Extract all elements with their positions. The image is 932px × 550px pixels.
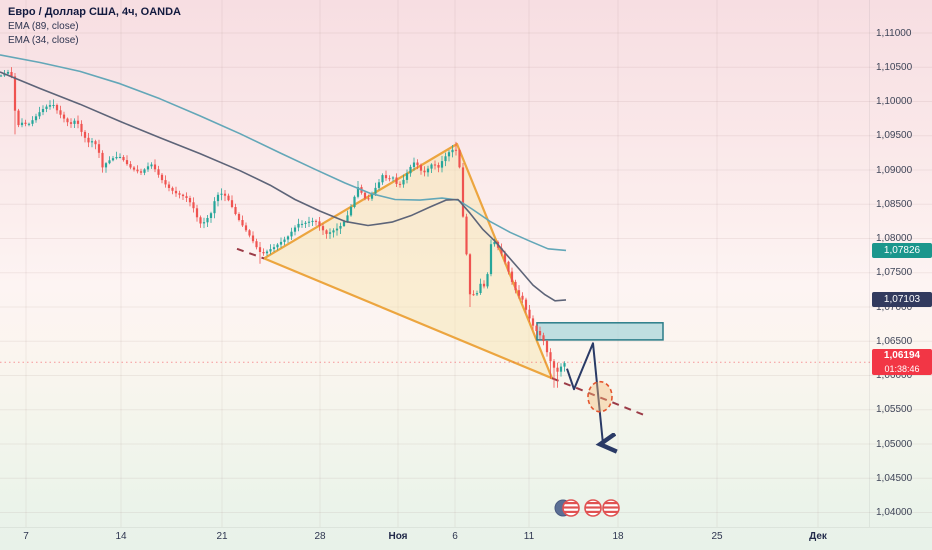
trendline-extension[interactable] xyxy=(236,247,265,260)
ema89-line[interactable] xyxy=(0,54,567,252)
projection-arrow[interactable] xyxy=(566,342,603,444)
usd-flag-event-icon[interactable] xyxy=(562,499,580,517)
price-axis-label: 1,10000 xyxy=(876,96,913,107)
last-price-value: 1,06194 xyxy=(883,350,921,362)
economic-events-row[interactable] xyxy=(549,497,625,526)
time-axis-label: 25 xyxy=(711,531,723,542)
price-axis-label: 1,11000 xyxy=(876,27,912,39)
time-axis-label: 11 xyxy=(523,531,535,542)
chart-canvas[interactable] xyxy=(0,0,932,527)
ema89-value-badge: 1,07826 xyxy=(872,242,932,258)
price-axis-label: 1,04000 xyxy=(876,507,913,518)
resistance-zone[interactable] xyxy=(536,322,664,341)
price-axis-label: 1,09500 xyxy=(876,130,913,142)
last-price-badge: 1,06194 01:38:46 xyxy=(872,349,932,376)
time-axis-separator xyxy=(0,527,932,528)
time-axis-label: 18 xyxy=(612,531,624,542)
ema34-value-badge: 1,07103 xyxy=(872,292,932,308)
time-axis-label: 21 xyxy=(216,531,228,542)
price-axis-label: 1,07500 xyxy=(876,267,913,279)
price-axis-label: 1,05500 xyxy=(876,404,913,416)
price-axis-label: 1,08500 xyxy=(876,198,913,210)
symbol-title[interactable]: Евро / Доллар США, 4ч, OANDA xyxy=(8,6,181,18)
price-axis-separator xyxy=(869,0,870,527)
indicator-ema34-label[interactable]: EMA (34, close) xyxy=(8,35,79,46)
price-axis-label: 1,10500 xyxy=(876,61,913,73)
retest-highlight-ellipse[interactable] xyxy=(587,380,613,413)
usd-flag-event-icon[interactable] xyxy=(584,499,602,517)
time-axis-label: 6 xyxy=(452,531,458,542)
time-axis-label: Ноя xyxy=(388,531,408,542)
price-axis-label: 1,06500 xyxy=(876,335,913,347)
candles[interactable] xyxy=(0,67,566,388)
price-axis-label: 1,05000 xyxy=(876,438,913,450)
indicator-ema89-label[interactable]: EMA (89, close) xyxy=(8,21,79,32)
price-axis-label: 1,04500 xyxy=(876,472,913,484)
price-axis-label: 1,09000 xyxy=(876,164,913,176)
time-axis-label: 28 xyxy=(314,531,326,542)
time-axis-label: 14 xyxy=(115,531,127,542)
candle-countdown: 01:38:46 xyxy=(884,364,920,375)
price-axis-label: 1,06000 xyxy=(876,370,913,381)
trendline-extension[interactable] xyxy=(551,377,649,418)
economic-event-icons xyxy=(554,499,620,517)
ema34-line[interactable] xyxy=(0,71,567,302)
time-axis-label: 7 xyxy=(23,531,29,542)
grid xyxy=(0,0,932,527)
chart-legend: Евро / Доллар США, 4ч, OANDA EMA (89, cl… xyxy=(8,5,181,48)
price-axis-label: 1,08000 xyxy=(876,233,913,244)
time-axis-label: Дек xyxy=(809,531,827,542)
usd-flag-event-icon[interactable] xyxy=(602,499,620,517)
